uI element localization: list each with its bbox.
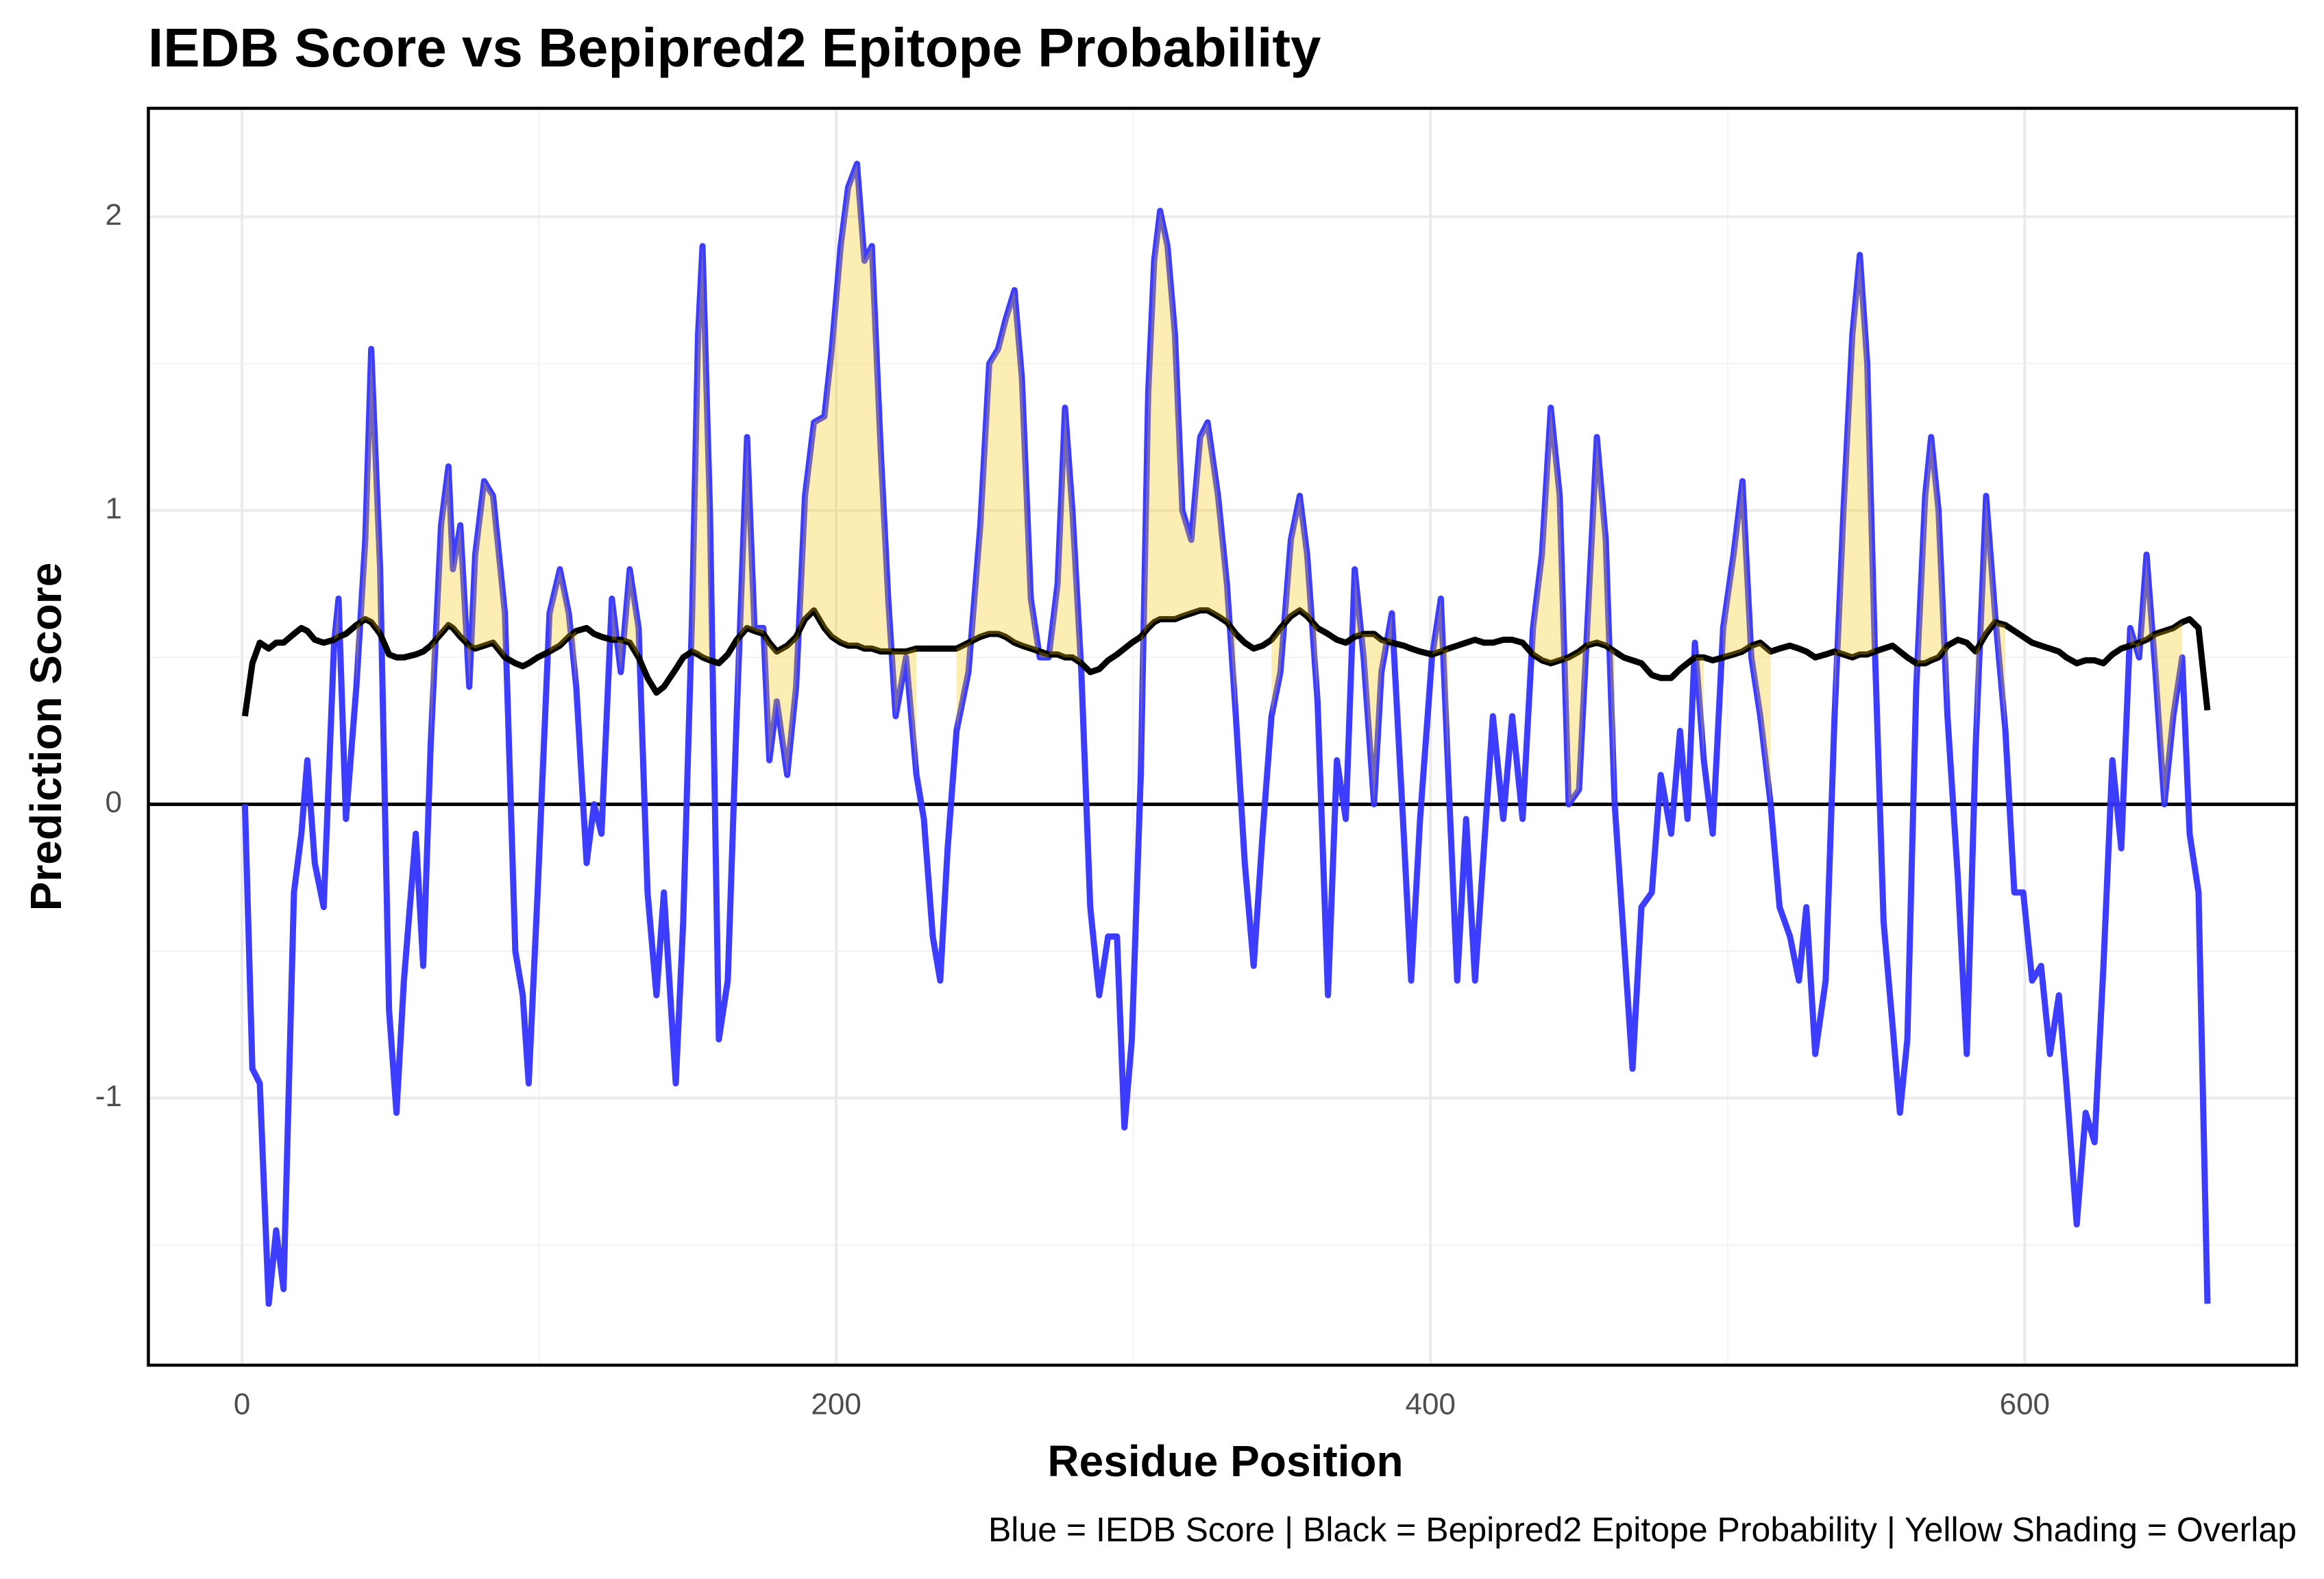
x-axis-title: Residue Position — [1047, 1436, 1403, 1486]
x-tick-label: 0 — [234, 1388, 250, 1421]
overlap-shading — [1695, 642, 1704, 761]
plot-frame — [147, 106, 2299, 1367]
overlap-shading — [2130, 554, 2183, 805]
y-tick-label: -1 — [95, 1079, 122, 1113]
caption: Blue = IEDB Score | Black = Bepipred2 Ep… — [988, 1510, 2297, 1549]
overlap-shading — [356, 349, 380, 687]
y-tick-label: 0 — [106, 785, 122, 819]
overlap-shading — [334, 598, 339, 643]
overlap-shading — [1271, 495, 1318, 716]
y-axis-title: Prediction Score — [21, 563, 71, 911]
chart-title: IEDB Score vs Bepipred2 Epitope Probabil… — [148, 17, 1321, 78]
plot-area: 0 200 400 600 -1 0 1 2 — [95, 106, 2299, 1421]
overlap-shading — [1834, 254, 1875, 716]
overlap-shading — [1723, 481, 1771, 805]
y-tick-label: 1 — [106, 492, 122, 526]
overlap-shading — [549, 569, 576, 687]
overlap-shading — [1354, 569, 1392, 805]
overlap-shading — [956, 290, 1081, 731]
overlap-shading — [1432, 598, 1449, 775]
overlap-shading — [611, 569, 639, 672]
overlap-shading — [1916, 437, 1948, 716]
overlap-shading — [1140, 210, 1236, 775]
x-tick-label: 400 — [1406, 1388, 1456, 1421]
overlap-shading — [1532, 407, 1615, 805]
series-line — [241, 160, 2211, 1307]
overlap-shading — [1975, 495, 2006, 746]
series-line — [241, 607, 2211, 717]
overlap-shading — [430, 466, 505, 746]
x-tick-label: 200 — [811, 1388, 861, 1421]
y-tick-label: 2 — [106, 198, 122, 232]
x-tick-label: 600 — [2000, 1388, 2050, 1421]
overlap-shading — [736, 164, 917, 775]
overlap-shading — [692, 246, 710, 661]
